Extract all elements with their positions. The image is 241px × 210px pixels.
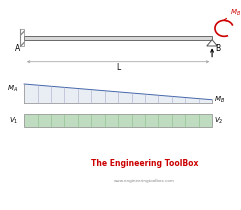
Text: $M_B$: $M_B$	[230, 8, 241, 18]
Polygon shape	[207, 40, 217, 46]
Text: A: A	[15, 44, 20, 53]
Text: $M_A$: $M_A$	[7, 84, 18, 94]
Text: $V_1$: $V_1$	[9, 116, 18, 126]
Polygon shape	[24, 84, 212, 103]
Bar	[24, 36, 212, 40]
Bar	[24, 114, 212, 127]
Text: www.engineeringtoolbox.com: www.engineeringtoolbox.com	[114, 178, 175, 183]
Text: B: B	[215, 44, 220, 53]
Text: $V_2$: $V_2$	[214, 116, 224, 126]
Text: $M_B$: $M_B$	[214, 95, 226, 105]
Text: The Engineering ToolBox: The Engineering ToolBox	[91, 159, 198, 168]
Text: L: L	[116, 63, 120, 72]
Bar	[20, 29, 24, 46]
